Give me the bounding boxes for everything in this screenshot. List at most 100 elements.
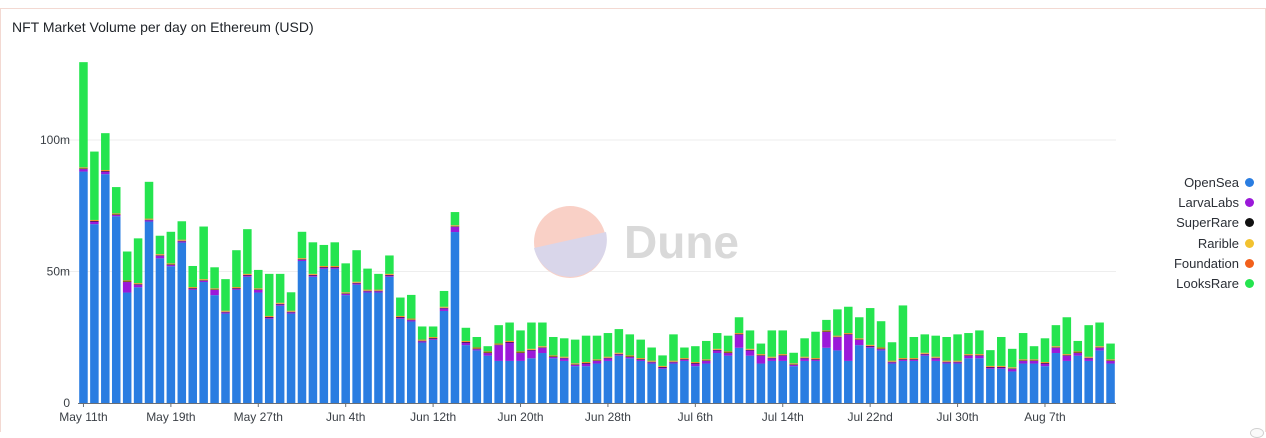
bar-looksrare[interactable] [483, 346, 492, 352]
bar-opensea[interactable] [865, 347, 875, 403]
bar-rarible[interactable] [385, 274, 394, 275]
bar-opensea[interactable] [133, 287, 143, 403]
bar-stack[interactable] [428, 326, 438, 403]
bar-looksrare[interactable] [1062, 317, 1072, 355]
bar-superrare[interactable] [221, 311, 230, 313]
bar-looksrare[interactable] [723, 335, 733, 352]
bar-opensea[interactable] [636, 360, 645, 403]
bar-superrare[interactable] [1029, 360, 1039, 361]
bar-larvalabs[interactable] [942, 362, 951, 364]
bar-foundation[interactable] [1040, 361, 1050, 363]
bar-opensea[interactable] [833, 350, 842, 403]
bar-foundation[interactable] [712, 348, 722, 350]
bar-looksrare[interactable] [133, 238, 143, 284]
bar-rarible[interactable] [254, 288, 263, 290]
bar-foundation[interactable] [931, 356, 940, 358]
bar-stack[interactable] [417, 326, 427, 403]
bar-superrare[interactable] [898, 359, 908, 360]
bar-larvalabs[interactable] [1062, 355, 1072, 361]
bar-larvalabs[interactable] [734, 334, 744, 348]
bar-looksrare[interactable] [308, 242, 318, 274]
bar-larvalabs[interactable] [264, 317, 274, 319]
bar-foundation[interactable] [1095, 346, 1104, 347]
bar-opensea[interactable] [254, 292, 263, 403]
bar-opensea[interactable] [745, 355, 755, 403]
bar-stack[interactable] [166, 231, 176, 403]
bar-foundation[interactable] [1062, 354, 1072, 355]
bar-stack[interactable] [1084, 325, 1093, 403]
bar-stack[interactable] [352, 250, 361, 403]
bar-larvalabs[interactable] [439, 308, 449, 311]
bar-opensea[interactable] [1095, 350, 1104, 403]
bar-stack[interactable] [778, 330, 788, 403]
bar-foundation[interactable] [341, 292, 350, 293]
bar-opensea[interactable] [417, 342, 427, 403]
bar-foundation[interactable] [975, 354, 984, 355]
bar-stack[interactable] [1029, 346, 1039, 403]
bar-larvalabs[interactable] [1040, 363, 1050, 367]
bar-superrare[interactable] [953, 361, 962, 363]
bar-looksrare[interactable] [494, 325, 503, 344]
bar-foundation[interactable] [734, 333, 744, 334]
bar-foundation[interactable] [79, 167, 88, 168]
bar-stack[interactable] [101, 133, 110, 403]
bar-rarible[interactable] [483, 351, 492, 353]
bar-looksrare[interactable] [680, 347, 689, 359]
bar-stack[interactable] [177, 221, 187, 403]
bar-stack[interactable] [559, 338, 569, 403]
bar-larvalabs[interactable] [756, 355, 766, 364]
bar-opensea[interactable] [275, 305, 285, 403]
bar-foundation[interactable] [592, 359, 602, 360]
bar-rarible[interactable] [865, 345, 875, 346]
bar-stack[interactable] [232, 250, 241, 403]
bar-opensea[interactable] [505, 360, 514, 403]
bar-foundation[interactable] [406, 318, 416, 320]
bar-superrare[interactable] [297, 259, 307, 260]
bar-rarible[interactable] [406, 319, 416, 320]
bar-opensea[interactable] [450, 232, 460, 403]
bar-looksrare[interactable] [144, 181, 154, 219]
bar-rarible[interactable] [833, 336, 842, 337]
bar-looksrare[interactable] [1106, 343, 1115, 360]
bar-opensea[interactable] [975, 358, 984, 403]
bar-stack[interactable] [592, 335, 602, 403]
bar-stack[interactable] [920, 334, 930, 403]
bar-superrare[interactable] [1106, 360, 1115, 361]
bar-larvalabs[interactable] [494, 345, 503, 361]
bar-foundation[interactable] [865, 344, 875, 346]
bar-looksrare[interactable] [756, 343, 766, 355]
bar-rarible[interactable] [461, 341, 471, 342]
bar-looksrare[interactable] [297, 231, 307, 259]
bar-foundation[interactable] [811, 358, 820, 359]
bar-looksrare[interactable] [898, 305, 908, 359]
bar-opensea[interactable] [1007, 371, 1017, 403]
bar-superrare[interactable] [243, 274, 252, 276]
bar-larvalabs[interactable] [396, 317, 405, 319]
bar-superrare[interactable] [1007, 368, 1017, 369]
bar-larvalabs[interactable] [461, 342, 471, 346]
bar-foundation[interactable] [450, 225, 460, 226]
bar-looksrare[interactable] [953, 334, 962, 361]
bar-rarible[interactable] [789, 363, 798, 365]
bar-rarible[interactable] [931, 357, 940, 358]
bar-superrare[interactable] [614, 353, 624, 355]
bar-superrare[interactable] [789, 364, 798, 365]
bar-stack[interactable] [1062, 317, 1072, 403]
bar-looksrare[interactable] [549, 336, 558, 356]
bar-looksrare[interactable] [833, 309, 842, 336]
legend-item-foundation[interactable]: Foundation [1130, 253, 1254, 273]
bar-stack[interactable] [363, 268, 372, 403]
bar-looksrare[interactable] [1007, 348, 1017, 368]
bar-opensea[interactable] [527, 358, 536, 403]
bar-foundation[interactable] [319, 265, 329, 267]
bar-looksrare[interactable] [1084, 325, 1093, 357]
bar-stack[interactable] [1040, 338, 1050, 403]
bar-foundation[interactable] [254, 288, 263, 289]
bar-stack[interactable] [931, 335, 940, 403]
bar-looksrare[interactable] [461, 327, 471, 341]
bar-opensea[interactable] [297, 260, 307, 403]
bar-foundation[interactable] [647, 360, 656, 362]
bar-foundation[interactable] [1073, 351, 1083, 352]
bar-opensea[interactable] [669, 363, 678, 403]
bar-larvalabs[interactable] [90, 221, 99, 225]
